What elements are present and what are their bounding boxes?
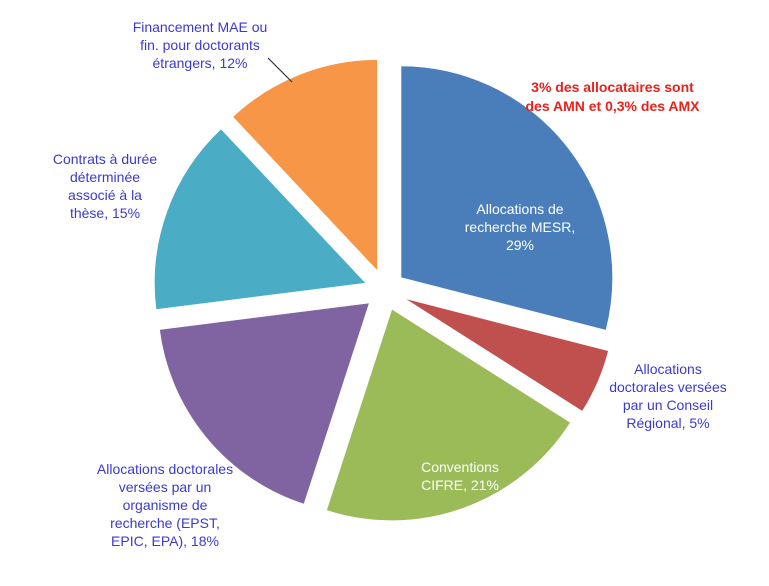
- pie-slice: [403, 297, 610, 413]
- pie-slice: [231, 58, 379, 273]
- pie-slice: [153, 127, 368, 311]
- slice-label: Allocations de recherche MESR, 29%: [464, 201, 576, 253]
- slice-label: Allocations doctorales versées par un or…: [96, 461, 234, 549]
- pie-slice: [325, 308, 572, 522]
- slice-label: Conventions CIFRE, 21%: [421, 459, 499, 493]
- slice-label: Contrats à durée déterminée associé à la…: [52, 151, 158, 221]
- slice-label: Allocations doctorales versées par un Co…: [609, 361, 727, 431]
- leader-line: [267, 57, 293, 83]
- annotation: 3% des allocataires sont des AMN et 0,3%…: [525, 79, 700, 114]
- pie-slice: [400, 65, 614, 332]
- slice-label: Financement MAE ou fin. pour doctorants …: [132, 19, 268, 71]
- pie-slice: [158, 302, 371, 506]
